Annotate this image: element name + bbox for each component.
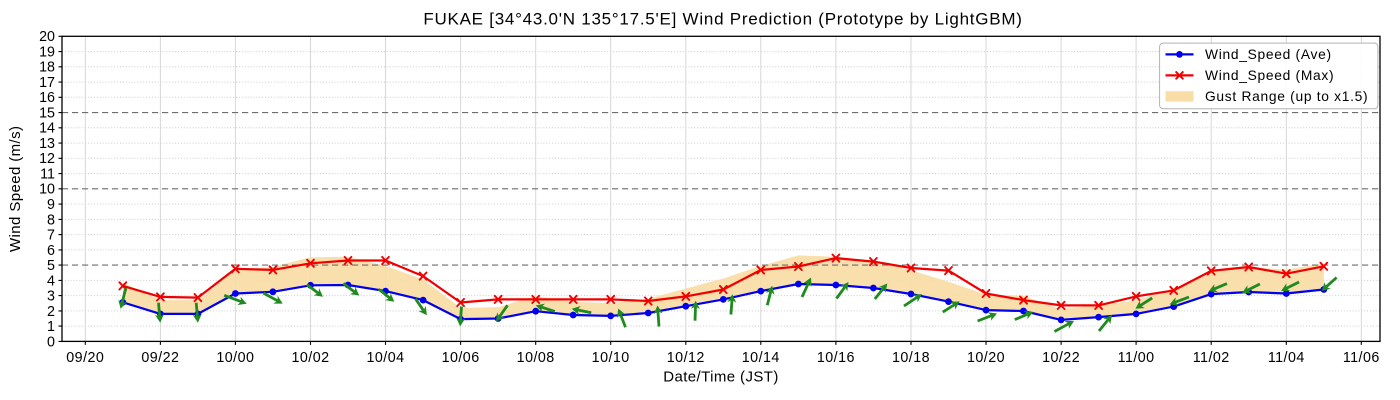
svg-text:18: 18: [39, 60, 55, 76]
svg-text:7: 7: [47, 228, 55, 244]
svg-text:11/06: 11/06: [1343, 350, 1380, 366]
svg-text:10/00: 10/00: [216, 350, 254, 366]
svg-text:14: 14: [39, 121, 55, 137]
svg-text:4: 4: [47, 273, 55, 289]
svg-text:19: 19: [39, 45, 55, 61]
svg-text:1: 1: [47, 319, 55, 335]
svg-text:FUKAE [34°43.0'N 135°17.5'E] W: FUKAE [34°43.0'N 135°17.5'E] Wind Predic…: [423, 9, 1022, 28]
svg-text:09/22: 09/22: [141, 350, 179, 366]
svg-text:10/16: 10/16: [817, 350, 855, 366]
svg-text:2: 2: [47, 304, 55, 320]
svg-text:Wind_Speed (Max): Wind_Speed (Max): [1205, 68, 1334, 83]
svg-text:13: 13: [39, 136, 55, 152]
svg-text:15: 15: [39, 106, 55, 122]
svg-text:Wind Speed (m/s): Wind Speed (m/s): [7, 126, 24, 252]
svg-text:3: 3: [47, 289, 55, 305]
svg-text:5: 5: [47, 258, 55, 274]
svg-text:11/02: 11/02: [1193, 350, 1230, 366]
svg-text:10/22: 10/22: [1042, 350, 1080, 366]
svg-text:12: 12: [39, 151, 55, 167]
svg-text:8: 8: [47, 212, 55, 228]
svg-text:11/00: 11/00: [1118, 350, 1155, 366]
svg-text:10/14: 10/14: [742, 350, 780, 366]
svg-text:10/20: 10/20: [967, 350, 1005, 366]
svg-text:Gust Range (up to x1.5): Gust Range (up to x1.5): [1205, 89, 1368, 104]
svg-text:Date/Time (JST): Date/Time (JST): [663, 369, 778, 386]
svg-text:10/12: 10/12: [667, 350, 705, 366]
svg-text:10/04: 10/04: [366, 350, 404, 366]
svg-text:9: 9: [47, 197, 55, 213]
svg-text:11/04: 11/04: [1268, 350, 1305, 366]
svg-text:0: 0: [47, 334, 55, 350]
svg-text:20: 20: [39, 29, 55, 45]
svg-text:17: 17: [39, 75, 55, 91]
svg-text:6: 6: [47, 243, 55, 259]
svg-text:16: 16: [39, 90, 55, 106]
svg-text:09/20: 09/20: [66, 350, 104, 366]
svg-text:11: 11: [40, 167, 55, 183]
svg-text:Wind_Speed (Ave): Wind_Speed (Ave): [1205, 47, 1332, 62]
svg-text:10: 10: [39, 182, 55, 198]
svg-text:10/06: 10/06: [442, 350, 480, 366]
svg-text:10/08: 10/08: [517, 350, 555, 366]
svg-text:10/10: 10/10: [592, 350, 630, 366]
svg-text:10/18: 10/18: [892, 350, 930, 366]
svg-text:10/02: 10/02: [291, 350, 329, 366]
